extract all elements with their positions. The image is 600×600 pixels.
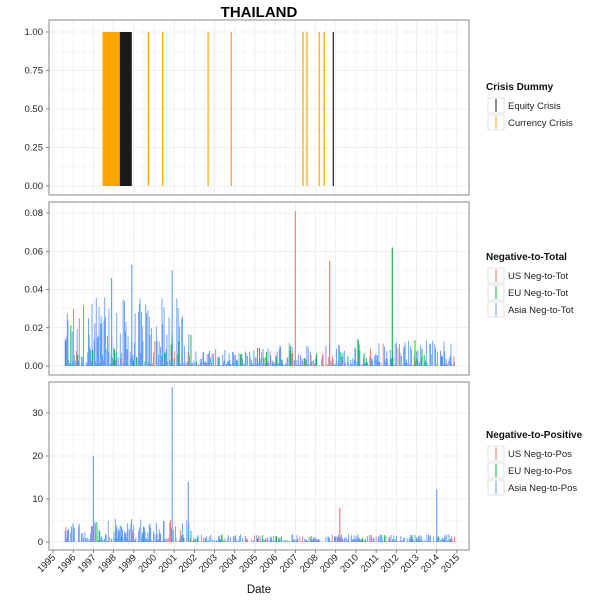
crisis-bar <box>302 32 304 186</box>
legend-2: Negative-to-Total US Neg-to-Tot EU Neg-to-… <box>486 252 574 318</box>
x-tick-label: 2013 <box>399 552 422 575</box>
y-tick-label: 20 <box>32 451 43 462</box>
crisis-bar <box>306 32 308 186</box>
panel-3-marks <box>64 387 456 542</box>
crisis-bar <box>162 32 164 186</box>
x-tick-label: 2004 <box>217 552 240 575</box>
x-tick-label: 2008 <box>298 552 321 575</box>
y-tick-label: 0.08 <box>25 208 44 219</box>
y-tick-label: 0 <box>38 537 43 548</box>
y-tick-label: 0.06 <box>25 246 44 257</box>
x-tick-label: 2005 <box>237 552 260 575</box>
y-tick-label: 0.02 <box>25 323 44 334</box>
legend-title: Negative-to-Positive <box>486 430 583 441</box>
crisis-bar <box>332 32 334 186</box>
y-tick-label: 1.00 <box>25 27 44 38</box>
legend-3: Negative-to-Positive US Neg-to-Pos EU Neg-… <box>486 430 583 496</box>
y-tick-label: 10 <box>32 494 43 505</box>
panel-border <box>48 381 470 551</box>
x-tick-label: 2014 <box>419 552 442 575</box>
x-tick-label: 2001 <box>157 552 180 575</box>
legend-label: Asia Neg-to-Tot <box>508 305 574 316</box>
crisis-bar <box>207 32 209 186</box>
x-tick-label: 2015 <box>439 552 462 575</box>
legend-label: EU Neg-to-Pos <box>508 466 572 477</box>
legend-1: Crisis Dummy Equity Crisis Currency Crisis <box>486 82 573 131</box>
x-tick-label: 2011 <box>359 552 381 574</box>
chart-title: THAILAND <box>221 4 298 21</box>
legend-label: Asia Neg-to-Pos <box>508 483 577 494</box>
crisis-bar <box>147 32 150 186</box>
panel-border <box>48 19 470 196</box>
crisis-bar <box>119 32 132 186</box>
x-tick-label: 1996 <box>56 552 79 575</box>
panel-1-marks <box>102 32 334 186</box>
y-tick-label: 30 <box>32 408 43 419</box>
legend-label: Equity Crisis <box>508 101 561 112</box>
legend-label: EU Neg-to-Tot <box>508 288 569 299</box>
x-tick-label: 1998 <box>96 552 119 575</box>
y-tick-label: 0.00 <box>25 361 44 372</box>
y-tick-label: 0.04 <box>25 285 44 296</box>
legend-title: Negative-to-Total <box>486 252 567 263</box>
panel-border <box>48 201 470 376</box>
panel-2: 0.00 0.02 0.04 0.06 0.08 <box>25 201 470 376</box>
x-tick-label: 2009 <box>318 552 341 575</box>
crisis-bar <box>230 32 232 186</box>
y-tick-label: 0.25 <box>25 143 44 154</box>
legend-label: US Neg-to-Tot <box>508 271 569 282</box>
y-tick-label: 0.00 <box>25 181 44 192</box>
legend-label: US Neg-to-Pos <box>508 449 572 460</box>
x-tick-label: 1999 <box>116 552 139 575</box>
crisis-bar <box>318 32 320 186</box>
x-tick-label: 2012 <box>379 552 402 575</box>
x-tick-label: 2007 <box>278 552 301 575</box>
x-tick-label: 1995 <box>35 552 58 575</box>
x-tick-label: 1997 <box>76 552 99 575</box>
y-tick-label: 0.75 <box>25 66 44 77</box>
x-tick-label: 2006 <box>258 552 281 575</box>
x-tick-label: 2003 <box>197 552 220 575</box>
legend-label: Currency Crisis <box>508 118 573 129</box>
crisis-bar <box>323 32 325 186</box>
x-tick-label: 2010 <box>338 552 361 575</box>
panel-3: 0 10 20 30 <box>32 381 470 551</box>
x-axis-title: Date <box>247 584 271 596</box>
legend-title: Crisis Dummy <box>486 82 554 93</box>
x-tick-label: 2002 <box>177 552 200 575</box>
panel-2-marks <box>64 211 456 366</box>
y-tick-label: 0.50 <box>25 104 44 115</box>
x-tick-label: 2000 <box>136 552 159 575</box>
panel-1: 0.00 0.25 0.50 0.75 1.00 <box>25 19 470 196</box>
crisis-bar <box>102 32 120 186</box>
